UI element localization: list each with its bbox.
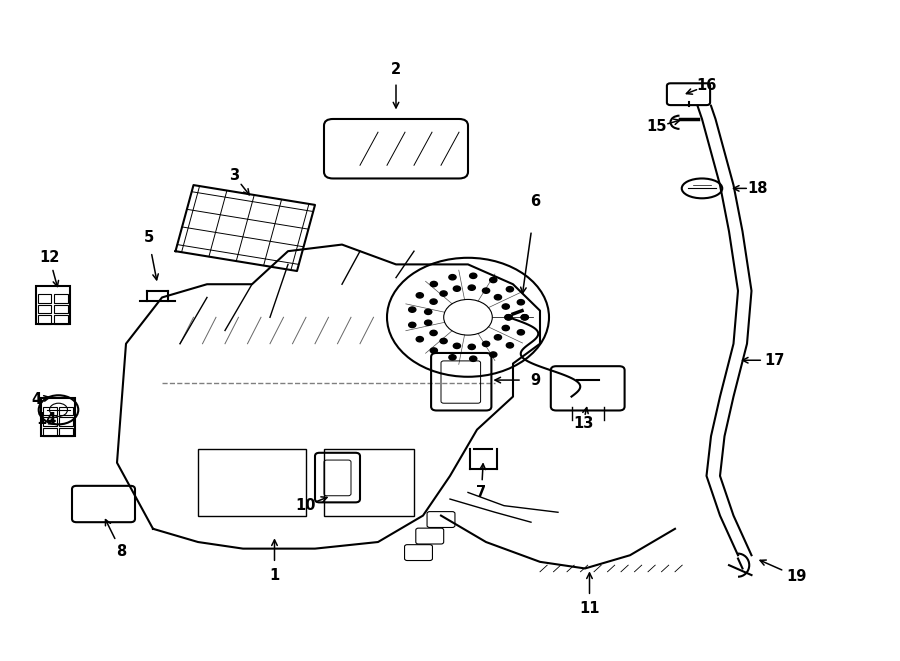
Text: 7: 7 (476, 485, 487, 500)
Circle shape (430, 348, 437, 353)
Circle shape (468, 285, 475, 290)
Text: 16: 16 (697, 79, 716, 93)
Circle shape (425, 309, 432, 315)
Bar (324, 449, 414, 516)
Text: 2: 2 (391, 62, 401, 77)
Text: 6: 6 (530, 194, 541, 209)
Bar (54, 294, 68, 303)
Circle shape (416, 336, 423, 342)
Text: 14: 14 (37, 412, 57, 427)
Text: 17: 17 (764, 353, 784, 368)
Bar (198, 449, 306, 516)
Text: 11: 11 (580, 601, 599, 615)
Circle shape (468, 344, 475, 350)
Circle shape (409, 307, 416, 312)
Circle shape (494, 295, 501, 300)
Circle shape (470, 273, 477, 278)
Circle shape (440, 338, 447, 344)
Circle shape (482, 288, 490, 293)
Bar (43, 428, 57, 436)
Circle shape (507, 342, 514, 348)
Circle shape (454, 286, 461, 292)
Text: 1: 1 (269, 568, 280, 582)
Text: 3: 3 (229, 168, 239, 182)
Circle shape (507, 287, 514, 292)
Circle shape (518, 299, 525, 305)
Circle shape (430, 299, 437, 304)
Circle shape (521, 315, 528, 320)
Circle shape (430, 330, 437, 336)
Text: 5: 5 (143, 231, 154, 245)
Circle shape (409, 323, 416, 328)
Bar (38, 315, 51, 324)
Circle shape (416, 293, 423, 298)
Bar (59, 428, 73, 436)
Bar (43, 407, 57, 415)
Circle shape (449, 274, 456, 280)
Text: 4: 4 (31, 393, 41, 407)
Circle shape (425, 320, 432, 325)
Circle shape (494, 334, 501, 340)
Circle shape (502, 325, 509, 330)
Circle shape (490, 278, 497, 283)
Text: 12: 12 (40, 251, 59, 265)
Text: 13: 13 (573, 416, 593, 430)
Circle shape (482, 341, 490, 346)
Text: 19: 19 (787, 569, 806, 584)
Text: 10: 10 (296, 498, 316, 513)
Text: 9: 9 (530, 373, 541, 387)
Circle shape (449, 355, 456, 360)
Circle shape (518, 330, 525, 335)
Circle shape (470, 356, 477, 362)
Text: 15: 15 (647, 120, 667, 134)
Circle shape (440, 291, 447, 296)
Circle shape (490, 352, 497, 357)
Bar (59, 407, 73, 415)
Bar (43, 417, 57, 426)
Text: 8: 8 (116, 545, 127, 559)
Circle shape (502, 304, 509, 309)
Circle shape (505, 315, 512, 320)
Circle shape (430, 282, 437, 287)
Text: 18: 18 (748, 181, 768, 196)
Bar (54, 315, 68, 324)
Bar (59, 417, 73, 426)
Circle shape (505, 315, 512, 320)
Bar (38, 294, 51, 303)
Circle shape (521, 315, 528, 320)
Bar (54, 305, 68, 313)
Bar (36, 286, 70, 324)
Bar (40, 398, 75, 436)
Bar (38, 305, 51, 313)
Circle shape (454, 343, 461, 348)
